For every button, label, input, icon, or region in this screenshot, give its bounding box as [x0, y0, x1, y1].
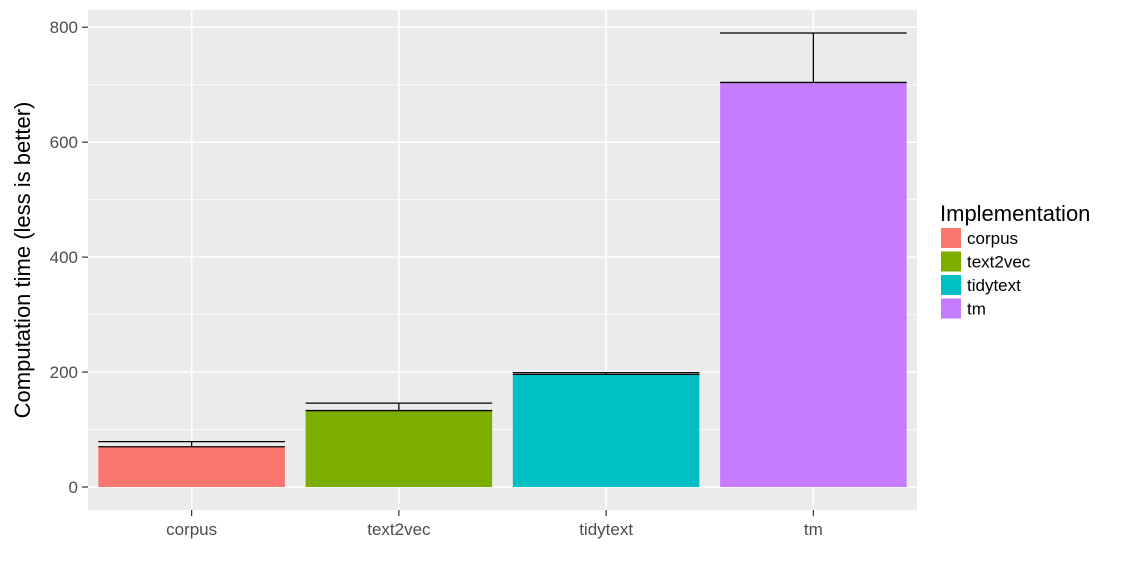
- bar-tm: [720, 82, 907, 488]
- legend-label-corpus: corpus: [967, 229, 1018, 248]
- legend-key-tidytext: [941, 275, 961, 295]
- error-bars: [98, 32, 907, 448]
- bar-corpus: [98, 446, 285, 488]
- bar-text2vec: [305, 410, 493, 488]
- x-axis: corpus text2vec tidytext tm: [166, 510, 823, 539]
- y-axis-title: Computation time (less is better): [10, 102, 35, 419]
- y-axis: 0 200 400 600 800: [50, 18, 88, 497]
- bar-tidytext: [512, 374, 700, 488]
- legend-label-text2vec: text2vec: [967, 253, 1031, 272]
- legend-key-text2vec: [941, 251, 961, 272]
- legend-key-tm: [941, 298, 961, 319]
- x-tick-label: text2vec: [367, 520, 431, 539]
- y-tick-label: 800: [50, 18, 78, 37]
- legend-label-tidytext: tidytext: [967, 276, 1021, 295]
- error-bar-tm: [720, 32, 907, 84]
- legend-title: Implementation: [940, 201, 1090, 226]
- x-tick-label: tm: [804, 520, 823, 539]
- x-tick-label: tidytext: [579, 520, 633, 539]
- y-tick-label: 200: [50, 363, 78, 382]
- y-tick-label: 0: [69, 478, 78, 497]
- error-bar-text2vec: [305, 402, 493, 412]
- y-tick-label: 600: [50, 133, 78, 152]
- legend-label-tm: tm: [967, 300, 986, 319]
- x-tick-label: corpus: [166, 520, 217, 539]
- error-bar-corpus: [98, 440, 285, 448]
- legend: Implementation corpus text2vec tidytext tm: [940, 201, 1090, 319]
- legend-key-corpus: [941, 228, 961, 248]
- error-bar-tidytext: [512, 371, 700, 376]
- y-tick-label: 400: [50, 248, 78, 267]
- bars: [98, 82, 907, 488]
